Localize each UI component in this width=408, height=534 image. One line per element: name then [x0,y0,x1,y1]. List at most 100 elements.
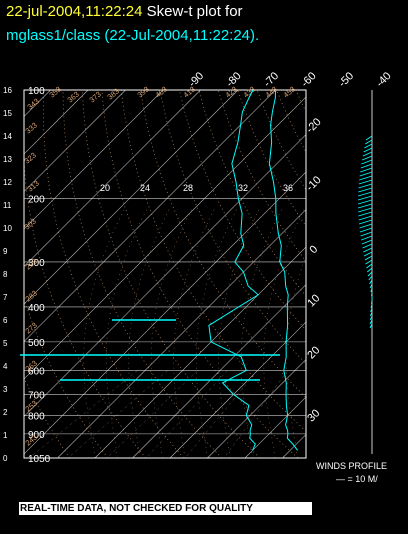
moist-adiabat [218,205,262,458]
wind-barb [359,223,373,229]
isotherm-line [282,434,306,458]
adiabat-label: 283 [24,289,39,304]
isotherm-right-label: 10 [305,292,322,309]
isotherm-line [358,90,408,458]
wind-barb [361,235,373,241]
height-tick-label: 13 [3,155,12,164]
dry-adiabat [101,90,299,458]
wind-barb [357,191,373,197]
adiabat-label: 333 [24,121,39,136]
wind-barb [368,275,373,281]
mixing-ratio-label: 20 [100,183,110,193]
height-tick-label: 16 [3,86,12,95]
pressure-tick-label: 100 [28,86,45,97]
dry-adiabat [179,90,306,331]
height-tick-label: 9 [3,247,8,256]
height-tick-label: 11 [3,201,12,210]
wind-barb [359,227,373,233]
pressure-tick-label: 700 [28,391,45,402]
moist-adiabat [240,205,284,458]
mixing-ratio-line [184,370,258,458]
pressure-tick-label: 900 [28,430,45,441]
moist-adiabat [150,205,194,458]
isotherm-line [94,246,306,458]
wind-barb [369,279,373,285]
wind-barb [371,299,373,305]
dry-adiabat [140,90,306,399]
wind-barb [363,147,373,153]
mixing-ratio-line [28,370,138,458]
dry-adiabat [295,90,306,113]
pressure-tick-label: 800 [28,411,45,422]
dry-adiabat [237,90,306,227]
mixing-ratio-line [145,370,228,458]
temperature-tick-label: -50 [337,70,357,90]
dry-adiabat [374,90,408,458]
height-tick-label: 1 [3,431,8,440]
moist-adiabat [195,205,239,458]
wind-barb [358,219,373,225]
wind-barb [364,143,373,149]
isotherm-line [132,284,306,458]
wind-barb [357,199,373,205]
height-tick-label: 10 [3,224,12,233]
dry-adiabat [276,90,306,153]
height-tick-label: 4 [3,362,8,371]
height-tick-label: 7 [3,293,8,302]
isotherm-line [24,134,306,417]
wind-barb [358,211,373,217]
title-line: 22-jul-2004,11:22:24 Skew-t plot for [6,3,243,20]
dry-adiabat [256,90,306,191]
adiabat-label: 423 [224,85,239,100]
dry-adiabat [217,90,306,262]
height-tick-label: 6 [3,316,8,325]
mixing-ratio-label: 36 [283,183,293,193]
adiabat-label: 343 [26,97,41,112]
mixing-ratio-line [223,370,288,458]
pressure-tick-label: 300 [28,258,45,269]
winds-profile-label: WINDS PROFILE [316,461,388,471]
wind-barb [364,139,373,145]
title-timestamp: 22-jul-2004,11:22:24 [6,3,143,20]
height-tick-label: 5 [3,339,8,348]
adiabat-label: 363 [66,90,81,105]
isotherm-line [207,359,306,458]
dry-adiabat [335,90,408,458]
isotherm-right-label: 0 [307,243,320,256]
dry-adiabat [24,90,147,458]
moist-adiabat [285,254,306,458]
dry-adiabat [354,90,408,458]
isotherm-right-label: 20 [305,344,322,361]
sounding-line-1 [208,90,260,451]
moist-adiabat [105,205,149,458]
isotherm-line [24,90,276,342]
pressure-tick-label: 400 [28,303,45,314]
isotherm-line [24,90,126,192]
isotherm-line [24,90,239,305]
wind-barb [370,303,373,309]
temperature-tick-label: -60 [299,70,319,90]
moist-adiabat [83,205,127,458]
adiabat-label: 373 [88,90,103,105]
isotherm-line [24,90,164,230]
wind-barb [362,243,373,249]
height-tick-label: 12 [3,178,12,187]
sounding-line-0 [268,90,298,451]
dry-adiabat [82,90,261,458]
plot-border [23,89,307,459]
wind-barb [367,271,373,277]
wind-barb [358,179,373,185]
wind-barb [366,267,373,273]
wind-barb [361,155,373,161]
wind-barb [364,255,373,261]
adiabat-label: 453 [282,85,297,100]
wind-barb [365,259,373,265]
pressure-tick-label: 600 [28,366,45,377]
adiabat-label: 303 [23,217,38,232]
isotherm-line [169,321,306,458]
wind-barb [370,287,373,293]
wind-barb [363,247,373,253]
isotherm-line [24,96,306,380]
pressure-tick-label: 1050 [28,454,51,465]
